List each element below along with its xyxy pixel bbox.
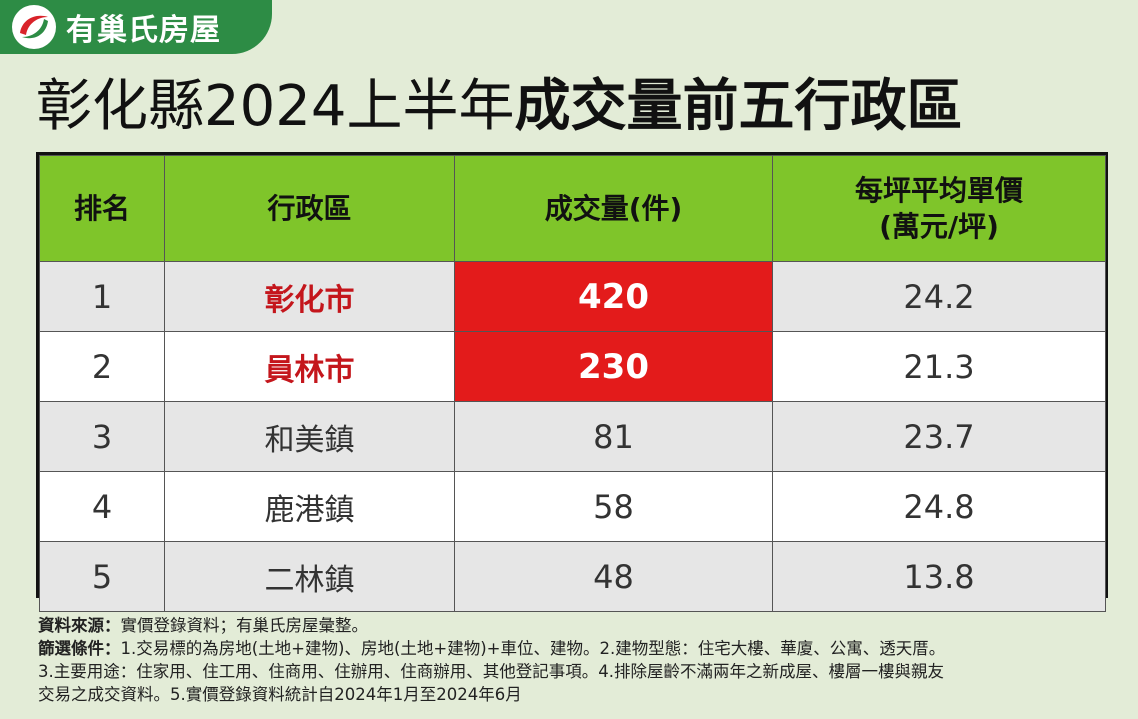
header-price: 每坪平均單價 (萬元/坪) [772,155,1106,262]
table-header-row: 排名 行政區 成交量(件) 每坪平均單價 (萬元/坪) [39,155,1106,262]
footnotes: 資料來源：實價登錄資料；有巢氏房屋彙整。 篩選條件：1.交易標的為房地(土地+建… [38,614,1118,706]
note-filter-label: 篩選條件： [38,639,121,658]
note-filter-line3: 交易之成交資料。5.實價登錄資料統計自2024年1月至2024年6月 [38,685,522,704]
note-filter-1: 篩選條件：1.交易標的為房地(土地+建物)、房地(土地+建物)+車位、建物。2.… [38,637,1118,660]
cell-price: 23.7 [772,401,1106,472]
cell-count: 58 [454,471,773,542]
header-price-label-line1: 每坪平均單價 [854,173,1023,207]
title-bold: 成交量前五行政區 [514,74,963,139]
note-source-label: 資料來源： [38,616,121,635]
table-body: 1 彰化市 420 24.2 2 員林市 230 21.3 3 和美鎮 81 23.7 4 鹿港鎮 58 24… [39,261,1106,612]
table-row: 3 和美鎮 81 23.7 [39,401,1106,472]
cell-district: 和美鎮 [164,401,455,472]
cell-count: 48 [454,541,773,612]
brand-name: 有巢氏房屋 [66,13,221,48]
table-row: 2 員林市 230 21.3 [39,331,1106,402]
note-filter-line1: 1.交易標的為房地(土地+建物)、房地(土地+建物)+車位、建物。2.建物型態：… [120,639,946,658]
note-source: 資料來源：實價登錄資料；有巢氏房屋彙整。 [38,614,1118,637]
table-row: 1 彰化市 420 24.2 [39,261,1106,332]
note-filter-2: 3.主要用途：住家用、住工用、住商用、住辦用、住商辦用、其他登記事項。4.排除屋… [38,660,1118,683]
header-count: 成交量(件) [454,155,773,262]
header-district-label: 行政區 [267,191,352,225]
note-filter-line2: 3.主要用途：住家用、住工用、住商用、住辦用、住商辦用、其他登記事項。4.排除屋… [38,662,944,681]
cell-count: 420 [454,261,773,332]
brand-badge: 有巢氏房屋 [0,0,272,54]
cell-rank: 1 [39,261,165,332]
cell-count: 230 [454,331,773,402]
cell-count: 81 [454,401,773,472]
cell-rank: 4 [39,471,165,542]
cell-district: 彰化市 [164,261,455,332]
header-price-label-line2: (萬元/坪) [879,209,999,243]
note-filter-3: 交易之成交資料。5.實價登錄資料統計自2024年1月至2024年6月 [38,683,1118,706]
table-row: 4 鹿港鎮 58 24.8 [39,471,1106,542]
brand-logo-icon [15,8,53,46]
note-source-text: 實價登錄資料；有巢氏房屋彙整。 [120,616,369,635]
header-district: 行政區 [164,155,455,262]
cell-rank: 2 [39,331,165,402]
cell-price: 13.8 [772,541,1106,612]
header-count-label: 成交量(件) [544,191,683,225]
cell-price: 21.3 [772,331,1106,402]
cell-price: 24.8 [772,471,1106,542]
page-title: 彰化縣2024上半年成交量前五行政區 [36,74,963,140]
title-light: 彰化縣2024上半年 [36,74,515,139]
cell-price: 24.2 [772,261,1106,332]
header-rank: 排名 [39,155,165,262]
brand-swirl-logo [12,5,56,49]
ranking-table: 排名 行政區 成交量(件) 每坪平均單價 (萬元/坪) 1 彰化市 420 24.2 2… [36,152,1108,612]
cell-district: 二林鎮 [164,541,455,612]
header-rank-label: 排名 [73,191,130,225]
table-row: 5 二林鎮 48 13.8 [39,541,1106,612]
cell-rank: 5 [39,541,165,612]
cell-district: 鹿港鎮 [164,471,455,542]
cell-district: 員林市 [164,331,455,402]
cell-rank: 3 [39,401,165,472]
